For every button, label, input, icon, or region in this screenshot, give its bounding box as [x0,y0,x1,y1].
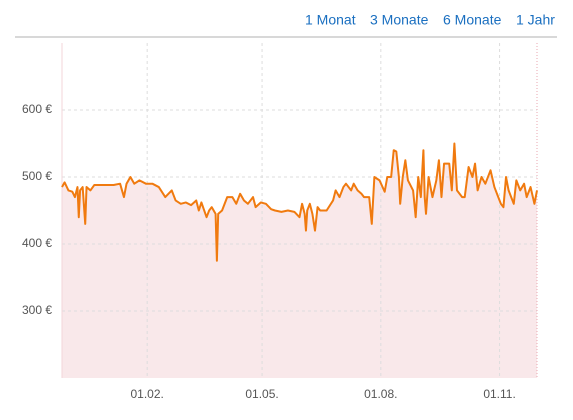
y-tick-label: 400 € [22,236,52,250]
price-line [61,142,538,262]
range-link[interactable]: 3 Monate [370,12,429,28]
range-link[interactable]: 1 Jahr [516,12,555,28]
area [62,143,537,378]
x-tick-label: 01.08. [364,387,397,401]
x-tick-label: 01.02. [131,387,164,401]
x-tick-label: 01.11. [483,387,515,401]
range-link[interactable]: 6 Monate [443,12,502,28]
y-tick-label: 300 € [22,303,52,317]
range-link[interactable]: 1 Monat [305,12,356,28]
x-tick-label: 01.05. [245,387,278,401]
y-tick-label: 500 € [22,169,52,183]
y-tick-label: 600 € [22,102,52,116]
